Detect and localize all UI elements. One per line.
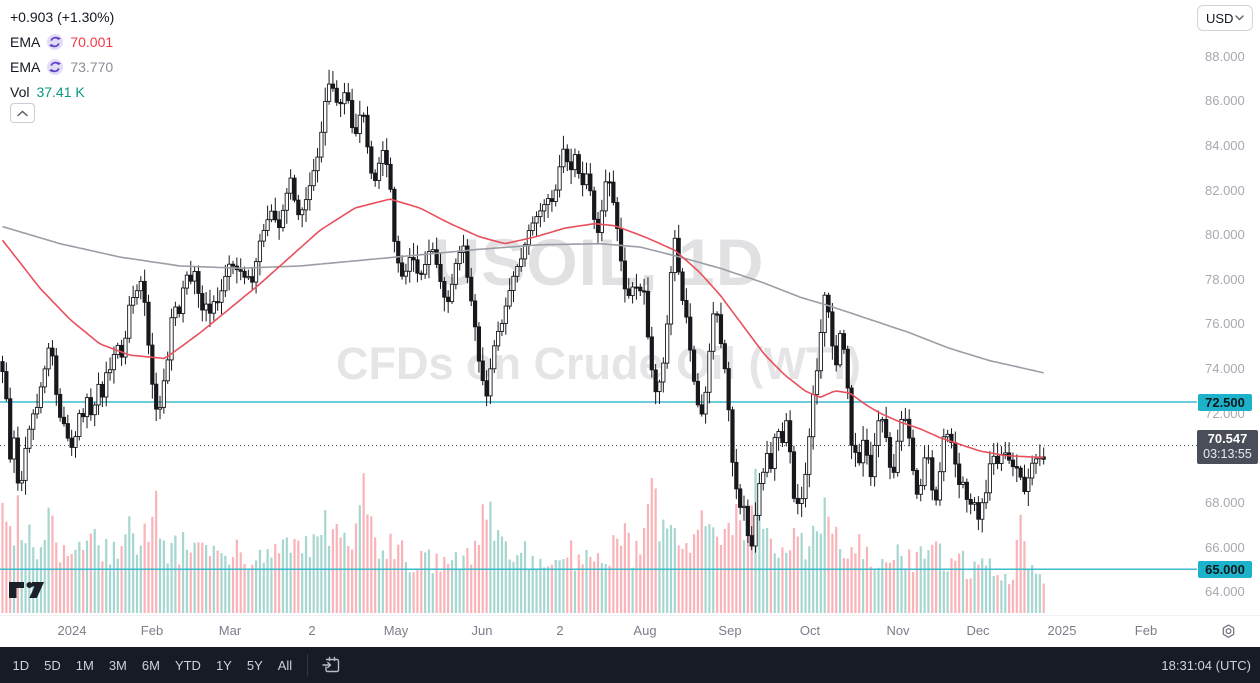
price-tick-label: 86.000 xyxy=(1205,93,1245,109)
ema-slow-label: EMA xyxy=(10,59,41,75)
price-tick-label: 80.000 xyxy=(1205,227,1245,243)
range-button-6m[interactable]: 6M xyxy=(134,652,167,678)
price-tick-label: 66.000 xyxy=(1205,539,1245,555)
indicator-loading-icon[interactable] xyxy=(47,59,64,75)
currency-label: USD xyxy=(1206,10,1234,26)
candlestick-chart[interactable] xyxy=(0,0,1197,615)
time-tick-label: Feb xyxy=(1134,623,1158,638)
price-tick-label: 82.000 xyxy=(1205,182,1245,198)
price-tick-label: 76.000 xyxy=(1205,316,1245,332)
last-price-value: 70.547 xyxy=(1207,431,1248,447)
ema-fast-value: 70.001 xyxy=(70,34,114,50)
time-tick-label: May xyxy=(383,623,409,638)
range-button-ytd[interactable]: YTD xyxy=(167,652,208,678)
candles xyxy=(0,69,1046,553)
legend-collapse-button[interactable] xyxy=(10,103,35,123)
range-button-1y[interactable]: 1Y xyxy=(208,652,239,678)
go-to-date-button[interactable] xyxy=(315,655,347,675)
price-tick-label: 68.000 xyxy=(1205,494,1245,510)
ema-fast-row[interactable]: EMA 70.001 xyxy=(10,33,114,51)
volume-label: Vol xyxy=(10,84,30,100)
time-tick-label: 2 xyxy=(308,623,316,638)
price-change-row: +0.903 (+1.30%) xyxy=(10,8,114,26)
volume-row[interactable]: Vol 37.41 K xyxy=(10,83,114,101)
ema-fast-line xyxy=(1,198,1044,459)
time-tick-label: Aug xyxy=(633,623,657,638)
price-tick-label: 74.000 xyxy=(1205,361,1245,377)
gear-icon xyxy=(1222,624,1235,638)
ema-slow-value: 73.770 xyxy=(70,59,114,75)
time-tick-label: Nov xyxy=(886,623,910,638)
time-tick-label: Sep xyxy=(718,623,742,638)
ema-fast-label: EMA xyxy=(10,34,41,50)
tradingview-logo[interactable] xyxy=(8,580,54,600)
bottom-toolbar: 1D 5D 1M 3M 6M YTD 1Y 5Y All 18:31:04 (UTC) xyxy=(0,647,1260,683)
time-tick-label: 2024 xyxy=(57,623,87,638)
calendar-goto-icon xyxy=(322,656,339,673)
axis-settings-button[interactable] xyxy=(1220,623,1237,644)
range-button-all[interactable]: All xyxy=(270,652,299,678)
price-tick-label: 88.000 xyxy=(1205,48,1245,64)
time-tick-label: Mar xyxy=(218,623,242,638)
last-price-tag[interactable]: 70.547 03:13:55 xyxy=(1197,429,1258,464)
price-tick-label: 84.000 xyxy=(1205,138,1245,154)
price-level-tag[interactable]: 72.500 xyxy=(1198,393,1252,411)
price-level-tag[interactable]: 65.000 xyxy=(1198,560,1252,578)
price-pane[interactable]: USOIL, 1D CFDs on Crude Oil (WTI) xyxy=(0,0,1197,615)
time-axis[interactable]: 2024 Feb Mar 2 May Jun 2 Aug Sep Oct Nov Dec 2025 Feb xyxy=(0,615,1260,648)
price-change-text: +0.903 (+1.30%) xyxy=(10,9,115,25)
time-tick-label: Feb xyxy=(140,623,164,638)
price-tick-label: 78.000 xyxy=(1205,271,1245,287)
currency-dropdown[interactable]: USD xyxy=(1197,5,1253,31)
horizontal-level-lines[interactable] xyxy=(0,401,1197,571)
time-tick-label: Oct xyxy=(799,623,821,638)
bar-countdown: 03:13:55 xyxy=(1203,447,1252,462)
ema-slow-row[interactable]: EMA 73.770 xyxy=(10,58,114,76)
range-buttons: 1D 5D 1M 3M 6M YTD 1Y 5Y All xyxy=(5,652,300,678)
ema-slow-line xyxy=(2,225,1044,374)
time-tick-label: 2 xyxy=(556,623,564,638)
range-button-5d[interactable]: 5D xyxy=(37,652,69,678)
toolbar-divider xyxy=(306,654,308,676)
chevron-down-icon xyxy=(1235,15,1244,21)
time-tick-label: Dec xyxy=(966,623,990,638)
range-button-5y[interactable]: 5Y xyxy=(239,652,270,678)
ema-lines xyxy=(1,198,1044,459)
volume-value: 37.41 K xyxy=(36,84,85,100)
utc-clock: 18:31:04 (UTC) xyxy=(1161,657,1251,673)
price-axis[interactable]: 88.000 86.000 84.000 82.000 80.000 78.000 76.0… xyxy=(1197,0,1260,615)
chevron-up-icon xyxy=(17,109,28,116)
legend: +0.903 (+1.30%) EMA 70.001 EMA xyxy=(10,8,114,108)
time-tick-label: Jun xyxy=(471,623,493,638)
price-tick-label: 64.000 xyxy=(1205,584,1245,599)
indicator-loading-icon[interactable] xyxy=(47,34,64,50)
range-button-3m[interactable]: 3M xyxy=(101,652,134,678)
volume-bars xyxy=(1,468,1045,613)
time-tick-label: 2025 xyxy=(1047,623,1077,638)
range-button-1d[interactable]: 1D xyxy=(5,652,37,678)
range-button-1m[interactable]: 1M xyxy=(68,652,101,678)
